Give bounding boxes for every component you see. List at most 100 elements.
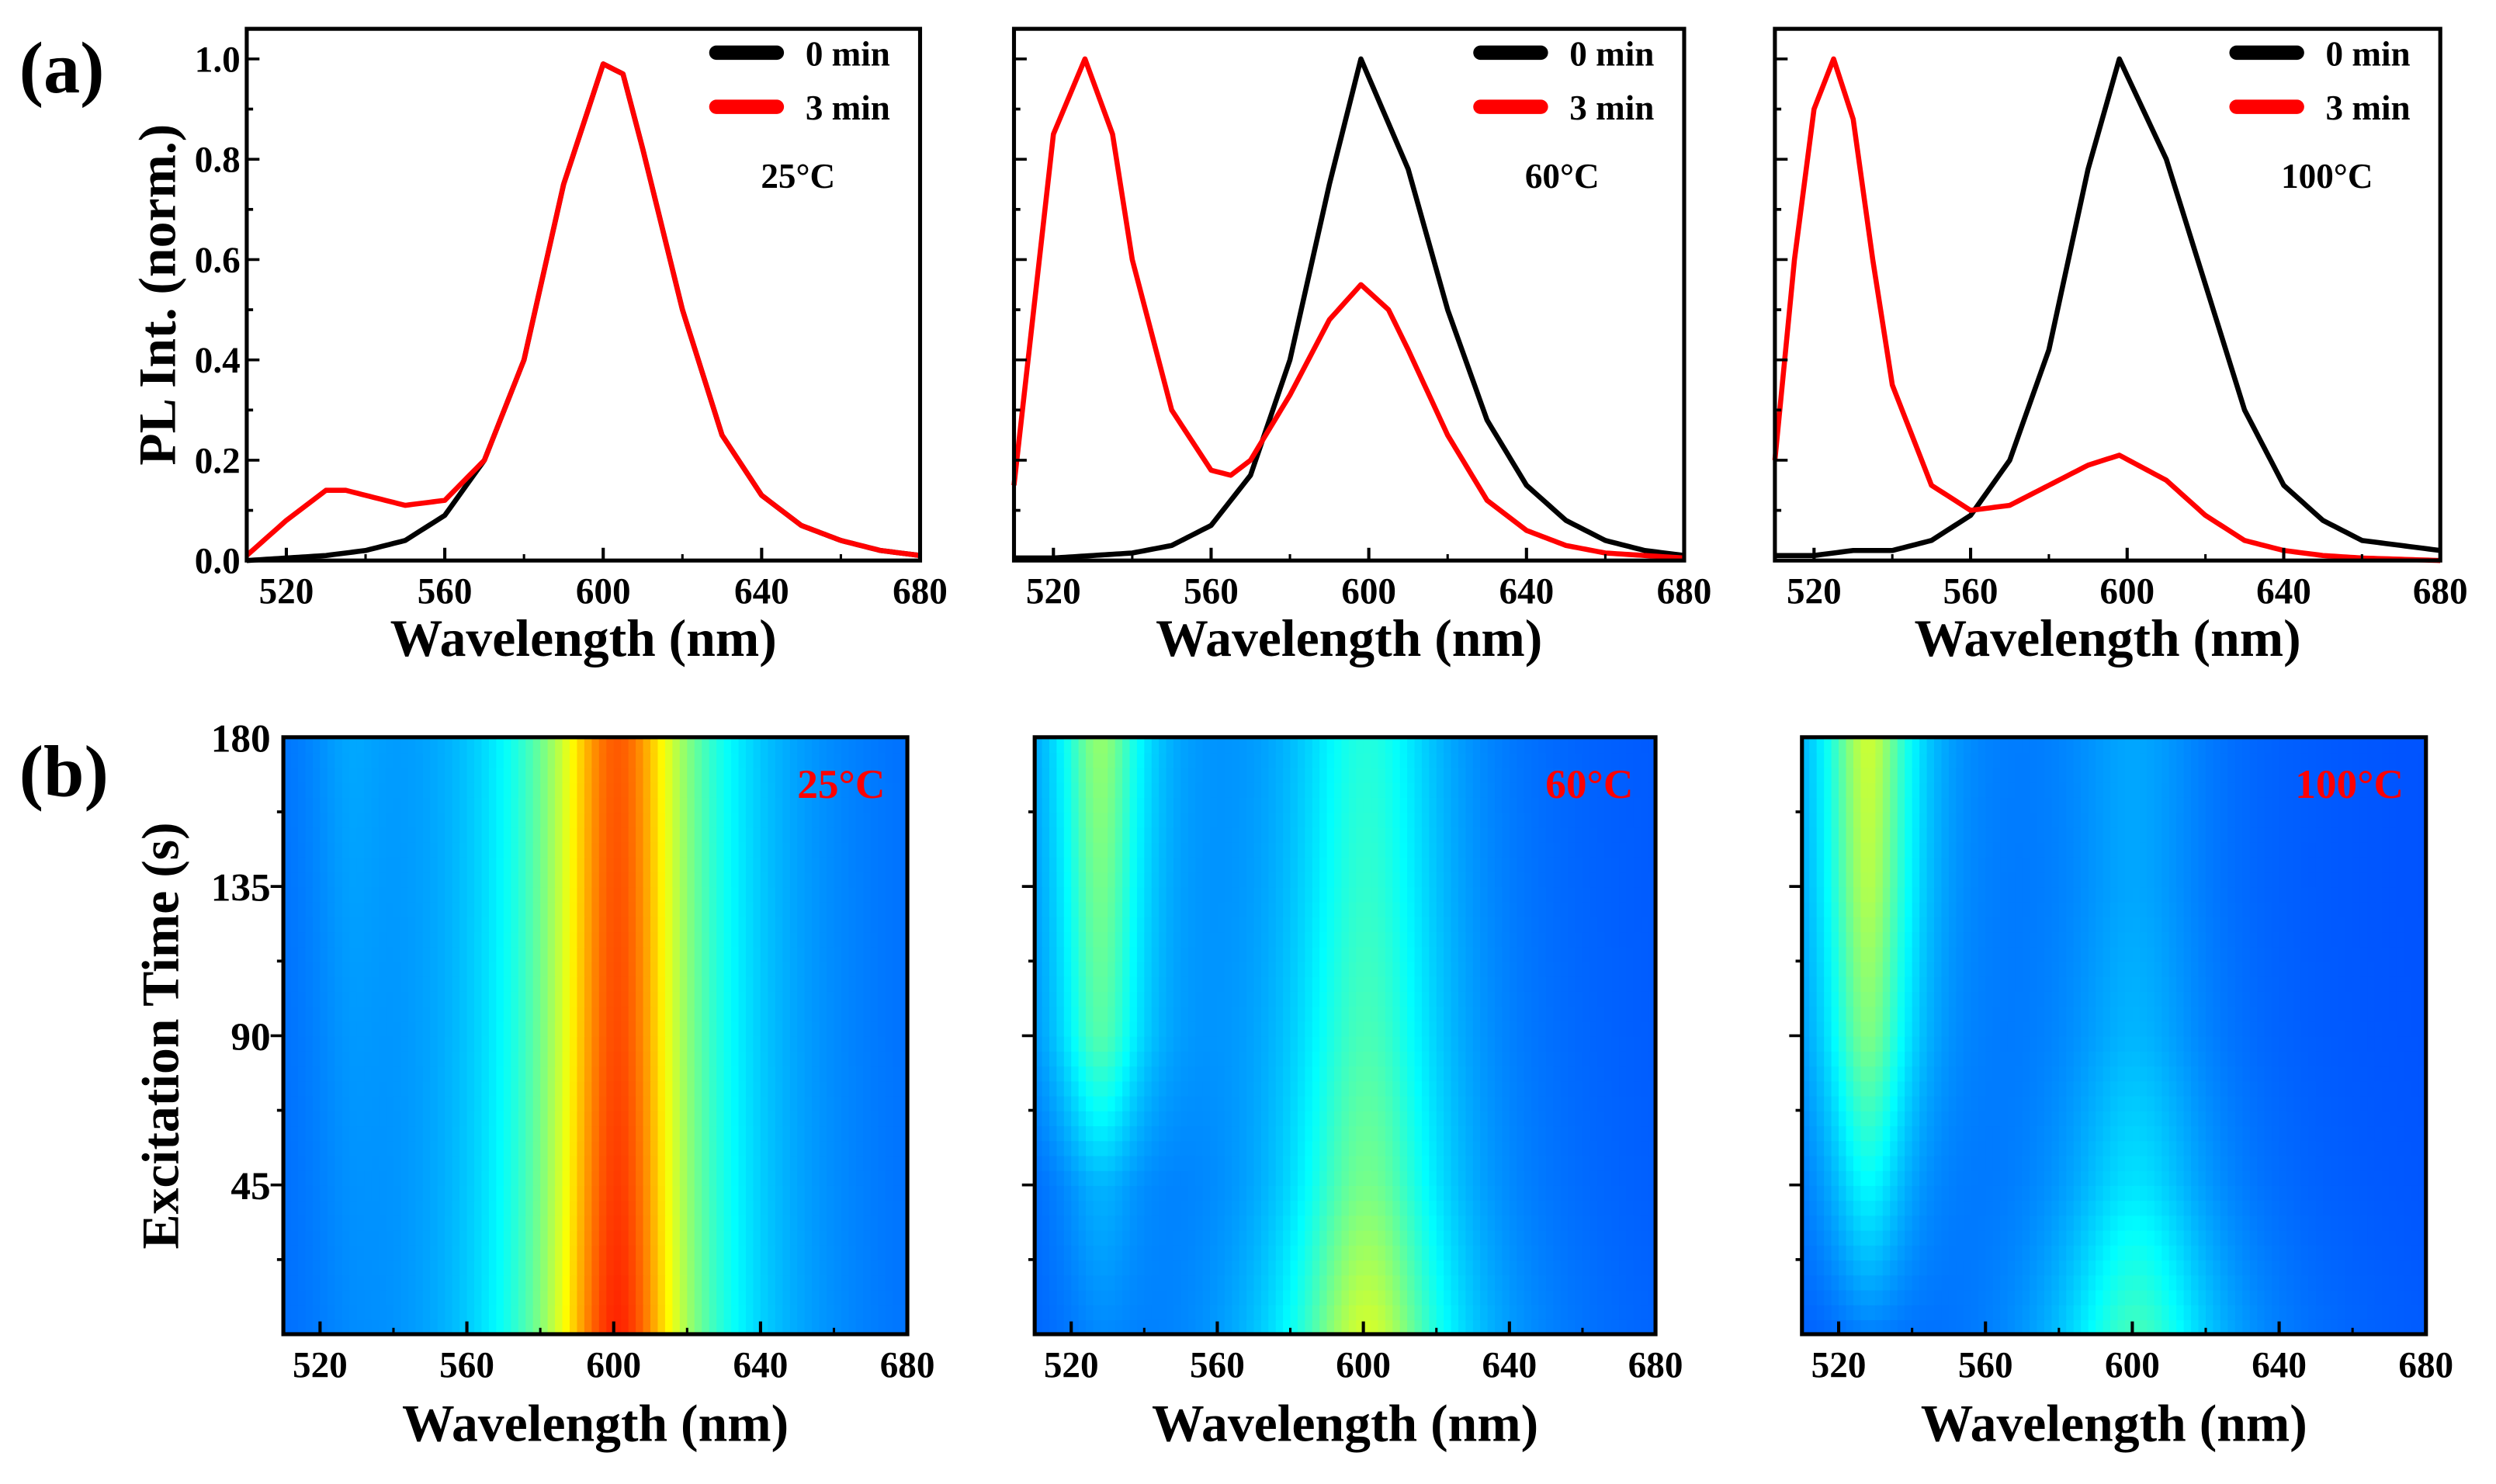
heatmap-cell [459, 767, 468, 783]
heatmap-cell [1429, 1080, 1437, 1097]
heatmap-cell [1356, 1080, 1364, 1097]
heatmap-cell [900, 841, 908, 858]
heatmap-cell [1166, 1199, 1175, 1216]
heatmap-cell [1275, 1199, 1284, 1216]
heatmap-cell [900, 990, 908, 1007]
heatmap-cell [738, 767, 747, 783]
heatmap-cell [636, 1095, 644, 1111]
heatmap-cell [672, 946, 681, 962]
heatmap-cell [606, 946, 615, 962]
heatmap-cell [664, 1184, 674, 1201]
heatmap-cell [591, 1155, 601, 1171]
heatmap-cell [481, 1021, 491, 1037]
heatmap-cell [1560, 1215, 1569, 1231]
heatmap-cell [488, 1035, 497, 1052]
heatmap-cell [466, 1140, 476, 1156]
heatmap-cell [562, 1229, 571, 1246]
heatmap-cell [327, 961, 336, 977]
heatmap-cell [804, 1065, 813, 1082]
heatmap-cell [1392, 1199, 1401, 1216]
heatmap-cell [885, 901, 894, 917]
heatmap-cell [848, 841, 858, 858]
heatmap-cell [900, 1274, 908, 1291]
heatmap-cell [1042, 1304, 1051, 1320]
heatmap-cell [812, 827, 820, 843]
heatmap-cell [812, 886, 820, 903]
heatmap-cell [1458, 1319, 1467, 1334]
heatmap-cell [569, 1259, 578, 1276]
heatmap-cell [1159, 1140, 1167, 1156]
heatmap-cell [753, 976, 762, 992]
heatmap-cell [819, 1021, 828, 1037]
heatmap-cell [636, 782, 644, 798]
heatmap-cell [834, 1005, 843, 1022]
heatmap-cell [393, 1184, 402, 1201]
heatmap-cell [606, 1319, 615, 1334]
heatmap-cell [789, 827, 799, 843]
heatmap-cell [812, 990, 820, 1007]
heatmap-cell [613, 1035, 622, 1052]
heatmap-cell [481, 886, 491, 903]
heatmap-cell [379, 871, 387, 888]
heatmap-cell [297, 1274, 307, 1291]
heatmap-cell [371, 1050, 380, 1067]
heatmap-cell [775, 1304, 784, 1320]
heatmap-cell [628, 1110, 637, 1127]
heatmap-cell [283, 1140, 292, 1156]
heatmap-cell [702, 1125, 710, 1142]
heatmap-cell [349, 1095, 358, 1111]
heatmap-cell [540, 1065, 549, 1082]
heatmap-cell [356, 767, 366, 783]
heatmap-cell [591, 961, 601, 977]
heatmap-cell [841, 1080, 850, 1097]
heatmap-cell [1239, 1319, 1248, 1334]
heatmap-cell [466, 990, 476, 1007]
heatmap-cell [525, 1125, 534, 1142]
heatmap-cell [672, 1215, 681, 1231]
heatmap-cell [855, 1215, 865, 1231]
heatmap-cell [1472, 1289, 1482, 1305]
heatmap-cell [1596, 1140, 1606, 1156]
heatmap-cell [415, 856, 425, 873]
heatmap-cell [878, 1170, 886, 1186]
heatmap-cell [452, 856, 461, 873]
x-tick-label: 680 [1657, 572, 1712, 612]
heatmap-cell [379, 1259, 387, 1276]
heatmap-cell [1115, 1080, 1124, 1097]
heatmap-cell [1283, 1289, 1291, 1305]
heatmap-cell [679, 946, 688, 962]
heatmap-cell [283, 1170, 292, 1186]
heatmap-cell [379, 827, 387, 843]
heatmap-cell [1166, 1244, 1175, 1261]
heatmap-cell [335, 1229, 343, 1246]
heatmap-cell [893, 1229, 901, 1246]
heatmap-cell [445, 1319, 453, 1334]
heatmap-cell [679, 1274, 688, 1291]
heatmap-cell [393, 1140, 402, 1156]
heatmap-cell [893, 916, 901, 933]
heatmap-cell [1319, 1184, 1328, 1201]
heatmap-cell [584, 1304, 593, 1320]
heatmap-cell [474, 976, 483, 992]
heatmap-cell [1545, 1304, 1555, 1320]
heatmap-cell [349, 1050, 358, 1067]
heatmap-cell [753, 752, 762, 768]
heatmap-cell [459, 1021, 468, 1037]
heatmap-cell [650, 990, 659, 1007]
heatmap-cell [437, 1274, 446, 1291]
heatmap-cell [1633, 1229, 1642, 1246]
heatmap-cell [415, 767, 425, 783]
heatmap-cell [437, 1229, 446, 1246]
heatmap-cell [452, 990, 461, 1007]
heatmap-cell [1421, 1170, 1430, 1186]
heatmap-cell [569, 976, 578, 992]
heatmap-cell [1129, 1140, 1139, 1156]
heatmap-cell [584, 1155, 593, 1171]
heatmap-cell [1502, 1274, 1511, 1291]
heatmap-cell [518, 811, 527, 828]
heatmap-cell [782, 1229, 791, 1246]
heatmap-cell [848, 1199, 858, 1216]
heatmap-cell [855, 856, 865, 873]
heatmap-cell [1078, 1110, 1087, 1127]
heatmap-cell [569, 1289, 578, 1305]
